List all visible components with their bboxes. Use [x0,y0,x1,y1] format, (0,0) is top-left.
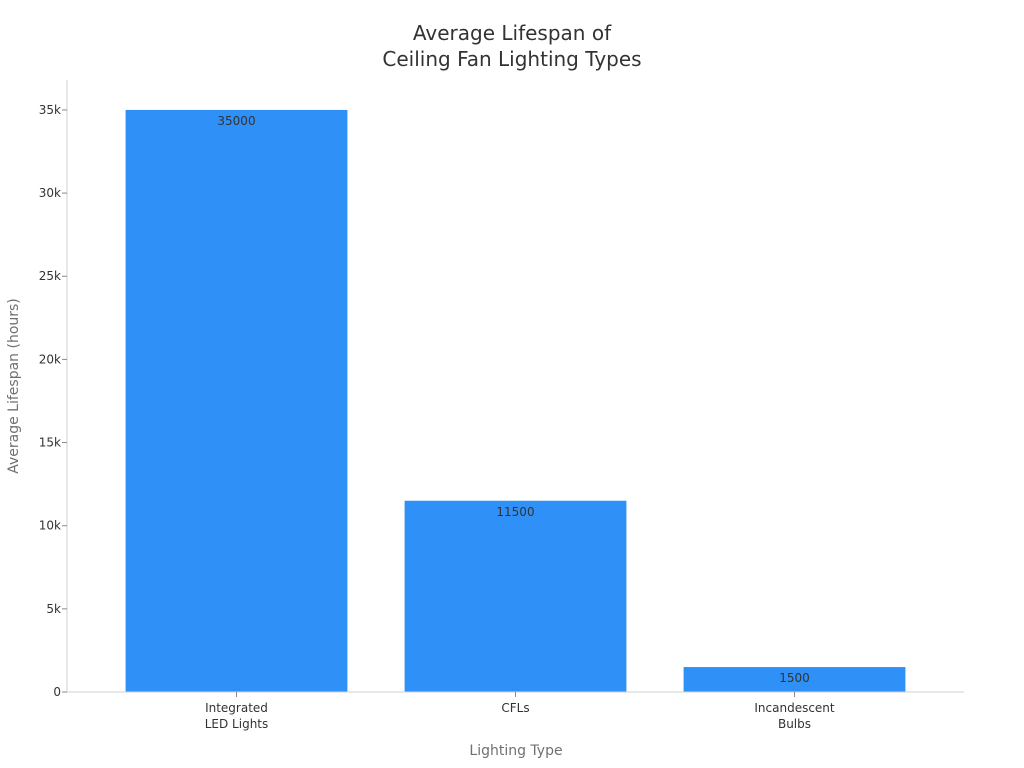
bar-2 [683,667,906,692]
y-tick-label-2: 10k [39,519,61,533]
x-tick-label-0: Integrated LED Lights [205,701,269,731]
x-ticks-group: Integrated LED Lights CFLs Incandescent Bulb… [205,692,835,731]
chart-title-line-1: Average Lifespan of [413,21,612,45]
x-tick-label-2: Incandescent Bulbs [754,701,835,731]
data-labels-group: 35000 11500 1500 [217,114,809,685]
data-label-0: 35000 [217,114,255,128]
y-ticks-group: 0 5k 10k 15k 20k 25k 30k 35k [39,103,67,699]
y-tick-label-4: 20k [39,352,61,366]
y-tick-label-5: 25k [39,269,61,283]
bar-0 [125,109,348,692]
bar-1 [404,500,627,692]
y-tick-label-6: 30k [39,186,61,200]
y-tick-label-3: 15k [39,436,61,450]
x-tick-label-1: CFLs [501,701,529,715]
y-tick-label-0: 0 [53,685,61,699]
x-axis-label: Lighting Type [469,743,562,759]
y-axis-label: Average Lifespan (hours) [6,298,22,474]
y-tick-label-7: 35k [39,103,61,117]
y-tick-label-1: 5k [46,602,61,616]
data-label-2: 1500 [779,671,810,685]
data-label-1: 11500 [496,505,534,519]
bars-group [125,109,906,692]
chart-title-line-2: Ceiling Fan Lighting Types [382,47,641,71]
chart-title: Average Lifespan of Ceiling Fan Lighting… [382,21,641,71]
